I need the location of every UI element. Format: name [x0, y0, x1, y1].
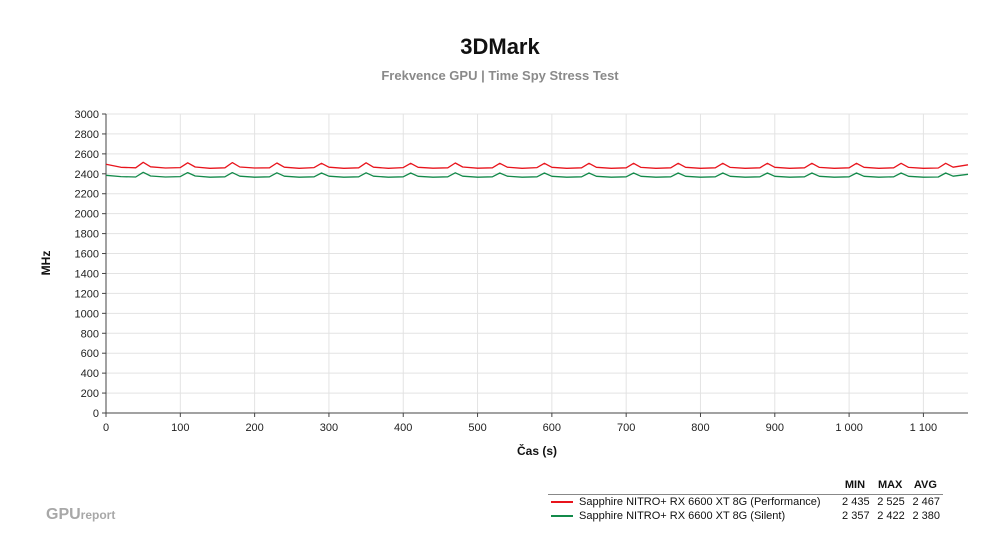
legend-header-name	[548, 478, 837, 495]
series-lines	[105, 161, 969, 178]
y-tick-label: 1600	[75, 249, 99, 261]
legend-header-min: MIN	[844, 479, 866, 491]
y-tick-label: 1400	[75, 268, 99, 280]
legend-row-performance: Sapphire NITRO+ RX 6600 XT 8G (Performan…	[548, 495, 943, 510]
legend-label-silent: Sapphire NITRO+ RX 6600 XT 8G (Silent)	[579, 510, 786, 522]
legend-entry: Sapphire NITRO+ RX 6600 XT 8G (Silent)	[548, 509, 837, 523]
legend-label-performance: Sapphire NITRO+ RX 6600 XT 8G (Performan…	[579, 496, 821, 508]
legend-avg-silent: 2 380	[912, 510, 940, 522]
x-tick-label: 500	[468, 422, 486, 434]
logo-small: report	[80, 508, 116, 522]
y-tick-label: 1200	[75, 288, 99, 300]
tick-labels: 0200400600800100012001400160018002000220…	[75, 109, 938, 434]
y-tick-label: 400	[81, 368, 99, 380]
series-line-0	[105, 161, 969, 169]
grid	[106, 113, 968, 413]
series-line-1	[105, 171, 969, 178]
y-tick-label: 1000	[75, 308, 99, 320]
y-tick-label: 3000	[75, 109, 99, 121]
x-tick-label: 300	[320, 422, 338, 434]
legend-swatch-silent	[551, 515, 573, 518]
y-tick-label: 2200	[75, 189, 99, 201]
y-tick-label: 2400	[75, 169, 99, 181]
x-tick-label: 0	[103, 422, 109, 434]
x-axis-title: Čas (s)	[517, 443, 557, 458]
legend-avg-performance: 2 467	[912, 496, 940, 508]
legend-table: MIN MAX AVG Sapphire NITRO+ RX 6600 XT 8…	[548, 478, 943, 523]
x-tick-label: 1 000	[835, 422, 863, 434]
legend-max-silent: 2 422	[877, 510, 905, 522]
logo-main: GPU	[46, 506, 81, 523]
legend-min-silent: 2 357	[842, 510, 870, 522]
y-tick-label: 600	[81, 348, 99, 360]
legend-row-silent: Sapphire NITRO+ RX 6600 XT 8G (Silent) 2…	[548, 509, 943, 523]
y-tick-label: 1800	[75, 229, 99, 241]
legend-header-avg: AVG	[913, 479, 937, 491]
gpureport-logo: GPUreport	[46, 506, 115, 524]
x-tick-label: 400	[394, 422, 412, 434]
x-tick-label: 1 100	[910, 422, 938, 434]
chart-title: 3DMark	[460, 34, 540, 59]
x-tick-label: 800	[691, 422, 709, 434]
y-tick-label: 0	[93, 408, 99, 420]
y-tick-label: 200	[81, 388, 99, 400]
y-tick-label: 2600	[75, 149, 99, 161]
x-tick-label: 200	[245, 422, 263, 434]
y-tick-label: 800	[81, 328, 99, 340]
y-tick-label: 2800	[75, 129, 99, 141]
x-tick-label: 100	[171, 422, 189, 434]
legend-entry: Sapphire NITRO+ RX 6600 XT 8G (Performan…	[548, 495, 837, 510]
x-tick-label: 700	[617, 422, 635, 434]
x-tick-label: 900	[766, 422, 784, 434]
axes	[102, 113, 968, 417]
legend-max-performance: 2 525	[877, 496, 905, 508]
legend-header-max: MAX	[877, 479, 903, 491]
y-tick-label: 2000	[75, 209, 99, 221]
legend-header-row: MIN MAX AVG	[548, 478, 943, 495]
x-tick-label: 600	[543, 422, 561, 434]
chart-subtitle: Frekvence GPU | Time Spy Stress Test	[381, 68, 619, 83]
y-axis-title: MHz	[39, 251, 53, 276]
legend-swatch-performance	[551, 501, 573, 504]
legend-min-performance: 2 435	[842, 496, 870, 508]
